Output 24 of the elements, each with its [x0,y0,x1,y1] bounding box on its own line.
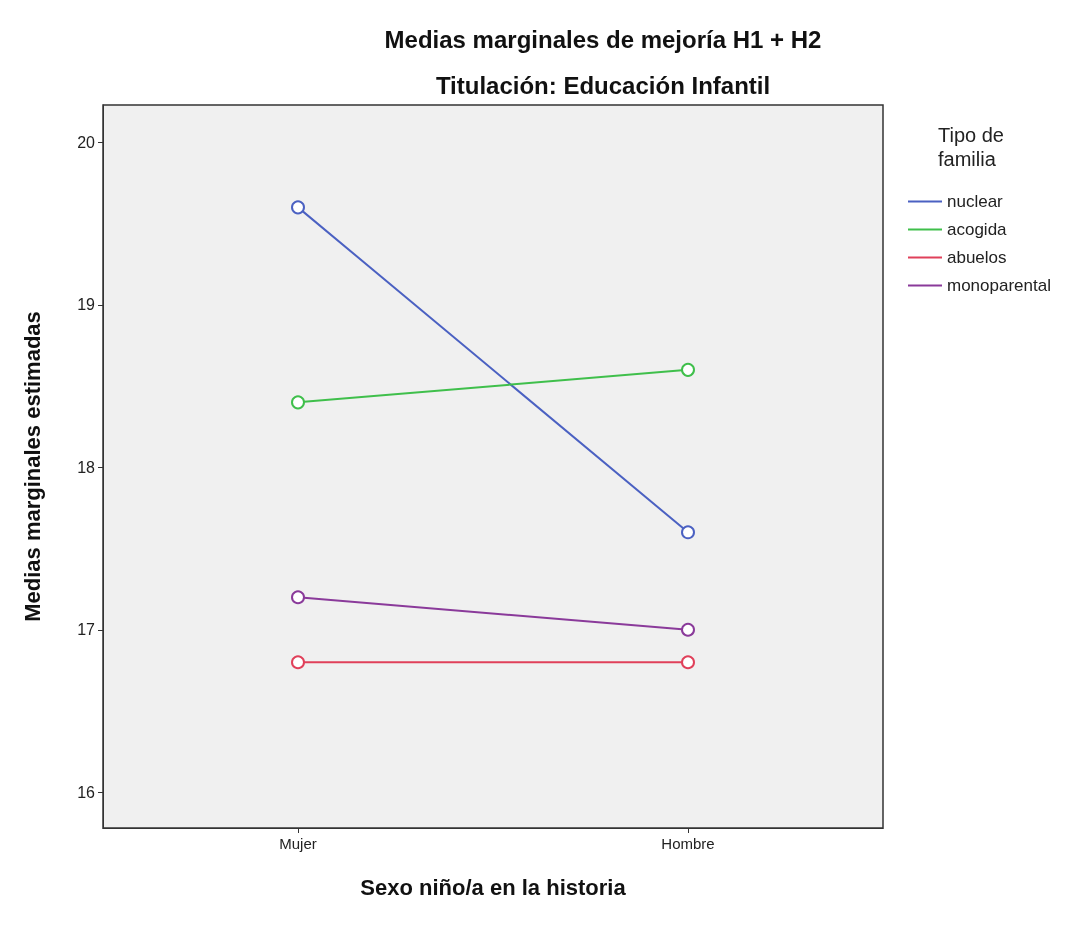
x-tick-label: Mujer [279,835,317,852]
legend-label: acogida [947,220,1008,239]
chart-title: Medias marginales de mejoría H1 + H2 [384,25,822,53]
point [681,622,695,637]
legend-label: abuelos [947,248,1007,267]
y-tick-label: 20 [77,133,96,151]
x-tick-label: Hombre [661,835,715,852]
y-tick-label: 17 [77,621,96,639]
point [291,395,305,410]
point [291,655,305,670]
x-axis-title: Sexo niño/a en la historia [360,874,627,900]
legend-title: Tipo de familia [938,124,1010,170]
y-axis-title: Medias marginales estimadas [19,311,45,622]
legend-label: monoparental [947,276,1051,295]
point [681,655,695,670]
point [291,590,305,605]
chart-subtitle: Titulación: Educación Infantil [435,71,771,99]
point [291,200,305,215]
y-tick-label: 16 [77,783,96,801]
y-tick-label: 19 [77,296,96,314]
point [681,362,695,377]
legend-label: nuclear [947,192,1004,211]
point [681,525,695,540]
y-tick-label: 18 [77,458,96,476]
